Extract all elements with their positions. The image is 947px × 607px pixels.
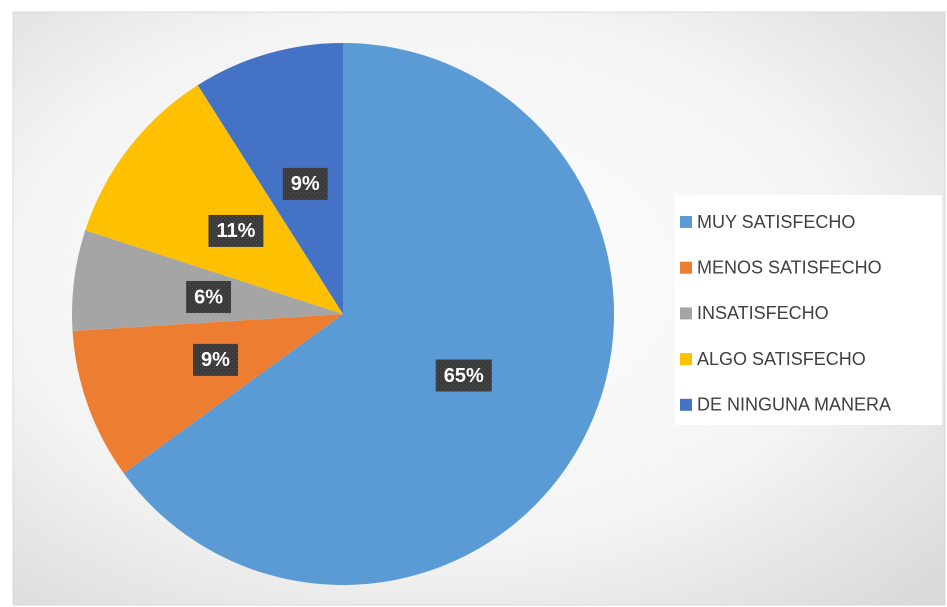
legend-box (675, 195, 942, 425)
pie-slice (197, 43, 343, 314)
data-label-box (193, 343, 238, 376)
legend-swatch (680, 398, 692, 411)
data-label: 9% (201, 349, 230, 371)
data-label: 11% (216, 220, 255, 242)
legend-swatch (680, 307, 692, 320)
legend-label: MUY SATISFECHO (697, 212, 855, 232)
data-label: 65% (444, 365, 484, 387)
data-label-box (186, 281, 232, 314)
legend-label: ALGO SATISFECHO (697, 349, 866, 369)
legend-swatch (680, 353, 692, 366)
pie-slice (123, 43, 614, 586)
pie-slice (85, 85, 344, 314)
legend-label: INSATISFECHO (697, 303, 829, 323)
pie-slice (72, 314, 343, 474)
data-label: 6% (194, 286, 223, 308)
data-label-box (435, 359, 492, 392)
data-label-box (208, 214, 264, 247)
data-label: 9% (291, 173, 320, 195)
legend-swatch (680, 261, 692, 274)
legend-label: MENOS SATISFECHO (697, 257, 882, 277)
legend-label: DE NINGUNA MANERA (697, 395, 891, 415)
pie-slice (72, 230, 344, 332)
legend-swatch (680, 216, 692, 228)
data-label-box (282, 167, 328, 200)
